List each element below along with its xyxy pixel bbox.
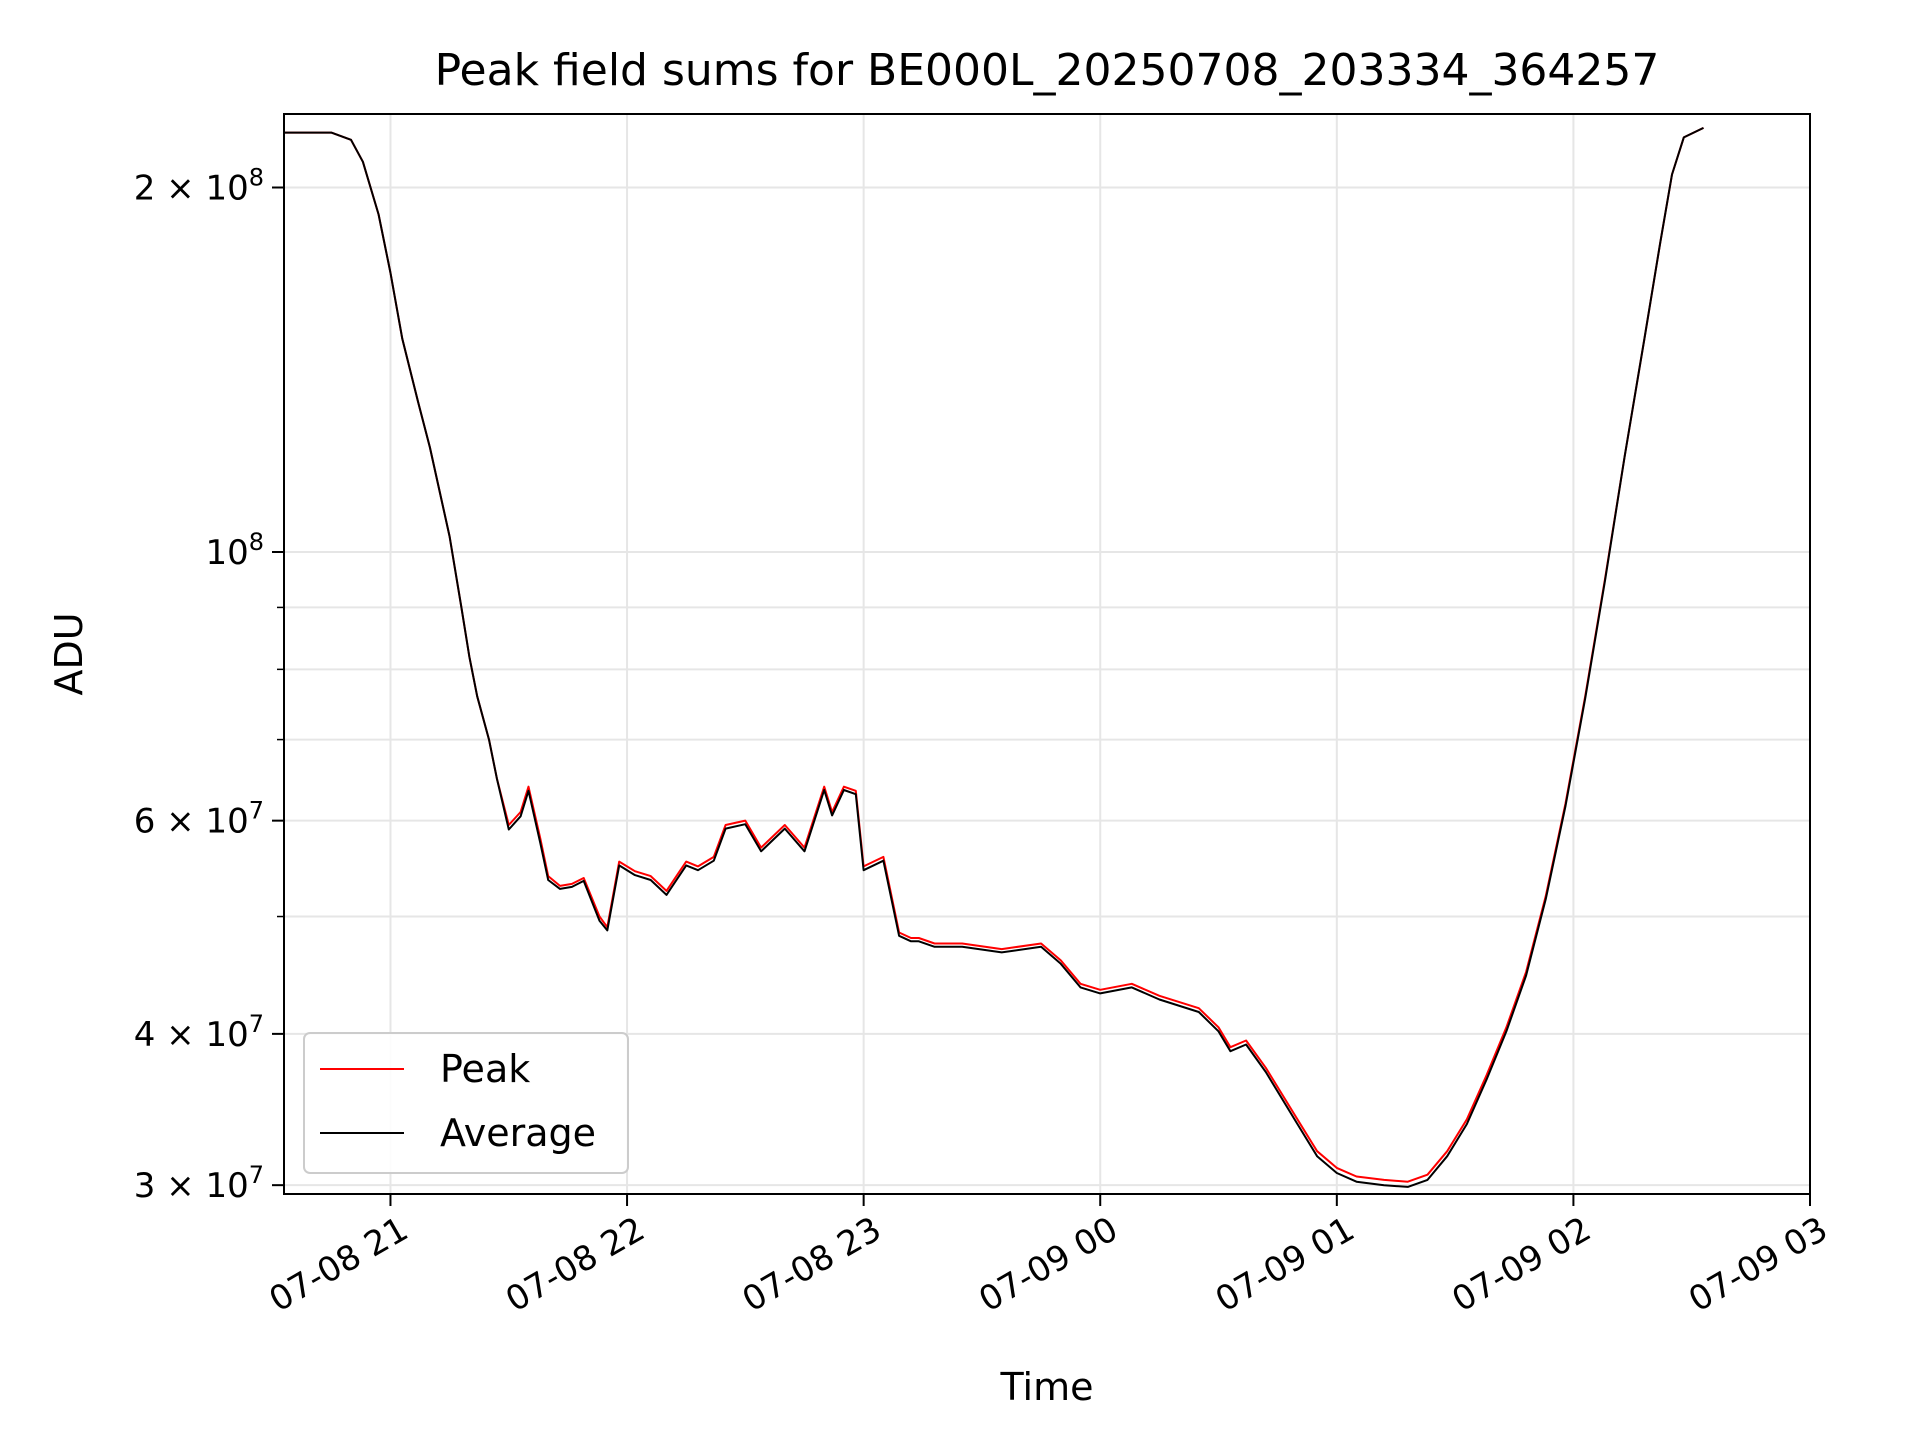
series-line-average — [284, 126, 1704, 1188]
plot-frame — [283, 113, 1811, 1195]
y-tick-label: 2 × 108 — [134, 163, 264, 208]
legend-label: Average — [440, 1111, 596, 1155]
legend-label: Peak — [440, 1047, 530, 1091]
chart-title: Peak field sums for BE000L_20250708_2033… — [435, 45, 1660, 96]
y-axis-title: ADU — [47, 612, 91, 695]
grid — [284, 114, 1811, 1194]
y-tick-label: 4 × 107 — [134, 1010, 264, 1055]
plot-lines — [284, 126, 1704, 1188]
x-axis-title: Time — [1000, 1365, 1094, 1409]
y-tick-label: 3 × 107 — [134, 1161, 264, 1206]
y-tick-label: 6 × 107 — [134, 797, 264, 842]
legend: Peak Average — [303, 1032, 629, 1174]
